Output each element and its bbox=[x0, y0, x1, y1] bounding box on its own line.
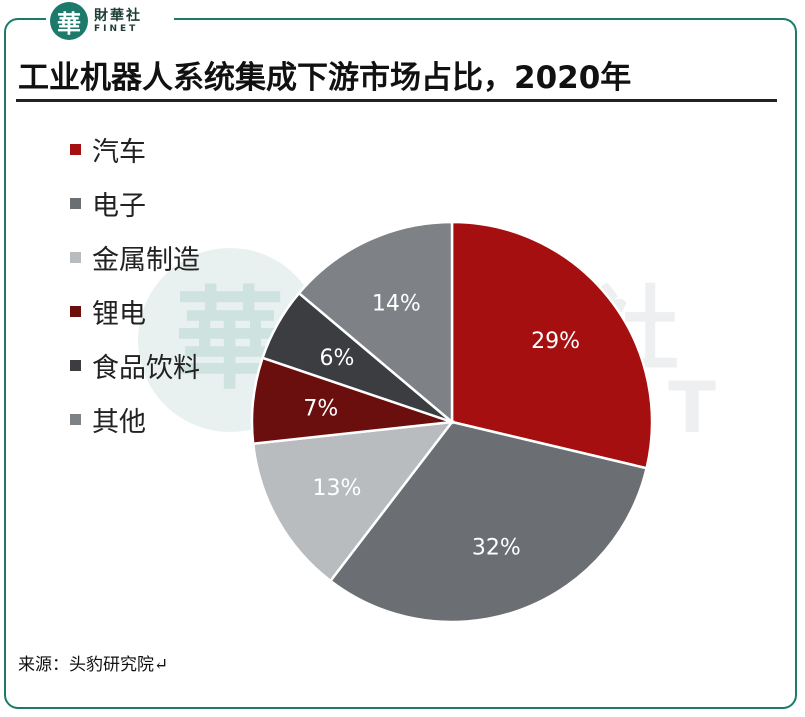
pie-slice bbox=[328, 420, 649, 624]
brand-name-en: FINET bbox=[94, 23, 139, 34]
legend-swatch bbox=[70, 197, 81, 209]
chart-legend: 汽车电子金属制造锂电食品饮料其他 bbox=[70, 122, 200, 446]
pie-data-label: 14% bbox=[372, 291, 421, 316]
brand-badge-icon: 華 bbox=[50, 2, 88, 40]
legend-label: 其他 bbox=[92, 406, 146, 438]
legend-item: 食品饮料 bbox=[70, 338, 200, 392]
legend-swatch bbox=[70, 359, 81, 371]
chart-title: 工业机器人系统集成下游市场占比，2020年 bbox=[18, 60, 632, 96]
pie-slice bbox=[251, 420, 455, 583]
legend-swatch bbox=[70, 305, 81, 317]
legend-swatch bbox=[70, 251, 81, 263]
title-underline bbox=[16, 99, 777, 102]
legend-item: 汽车 bbox=[70, 122, 200, 176]
brand-text: 財華社 FINET bbox=[94, 9, 142, 34]
legend-item: 锂电 bbox=[70, 284, 200, 338]
pie-data-label: 7% bbox=[303, 397, 338, 422]
pie-slice bbox=[297, 220, 454, 425]
pie-data-label: 6% bbox=[320, 346, 355, 371]
legend-item: 其他 bbox=[70, 392, 200, 446]
brand-logo: 華 財華社 FINET bbox=[46, 0, 174, 42]
legend-label: 锂电 bbox=[92, 298, 146, 330]
legend-item: 电子 bbox=[70, 176, 200, 230]
source-note: 来源：头豹研究院↵ bbox=[18, 655, 169, 675]
chart-frame bbox=[4, 18, 797, 709]
legend-label: 食品饮料 bbox=[92, 352, 200, 384]
pie-data-label: 29% bbox=[531, 329, 580, 354]
legend-item: 金属制造 bbox=[70, 230, 200, 284]
legend-label: 金属制造 bbox=[92, 244, 200, 276]
pie-data-label: 32% bbox=[472, 535, 521, 560]
pie-slice bbox=[450, 220, 654, 470]
legend-label: 电子 bbox=[92, 190, 146, 222]
legend-swatch bbox=[70, 143, 81, 155]
brand-name-cn: 財華社 bbox=[94, 7, 142, 24]
legend-label: 汽车 bbox=[92, 136, 146, 168]
pie-data-label: 13% bbox=[313, 476, 362, 501]
legend-swatch bbox=[70, 413, 81, 425]
